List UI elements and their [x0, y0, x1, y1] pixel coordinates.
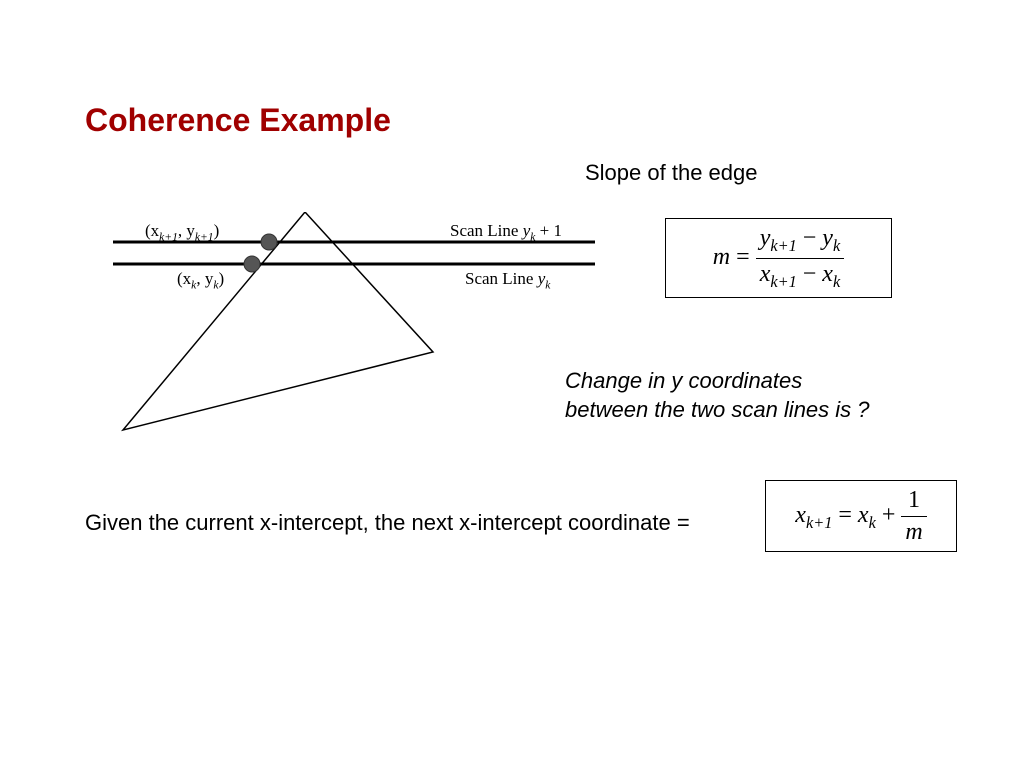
ptl-l: (x — [177, 269, 191, 288]
ptu-s1: k+1 — [159, 230, 178, 243]
int-plus: + — [876, 502, 902, 528]
slu-post: + 1 — [535, 221, 562, 240]
int-fraction: 1 m — [901, 487, 926, 546]
int-lhs-var: x — [795, 502, 806, 528]
den-sub2: k — [833, 271, 840, 290]
dot-lower — [244, 256, 260, 272]
num-sub1: k+1 — [770, 236, 796, 255]
change-caption: Change in y coordinates between the two … — [565, 367, 870, 424]
ptl-m: , y — [196, 269, 213, 288]
num-sub2: k — [833, 236, 840, 255]
scanline-diagram: (xk+1, yk+1) (xk, yk) Scan Line yk + 1 S… — [95, 212, 605, 437]
int-lhs-sub: k+1 — [806, 512, 832, 531]
ptu-s2: k+1 — [195, 230, 214, 243]
sll-pre: Scan Line — [465, 269, 538, 288]
num-minus: − — [797, 225, 823, 251]
point-label-upper: (xk+1, yk+1) — [145, 221, 219, 243]
ptu-e: ) — [214, 221, 220, 240]
int-num: 1 — [904, 487, 924, 516]
num-y2: y — [822, 225, 833, 251]
den-minus: − — [797, 261, 823, 287]
int-den: m — [905, 519, 922, 545]
diagram-svg — [95, 212, 605, 437]
slope-caption: Slope of the edge — [585, 160, 757, 186]
den-x1: x — [760, 261, 771, 287]
sll-sub: k — [545, 278, 550, 291]
slide-title: Coherence Example — [85, 102, 391, 139]
triangle — [123, 212, 433, 430]
slide-root: Coherence Example Slope of the edge m = … — [0, 0, 1024, 768]
slope-eq: = — [730, 244, 756, 270]
num-y1: y — [760, 225, 771, 251]
intercept-caption: Given the current x-intercept, the next … — [85, 510, 690, 536]
change-line1: Change in y coordinates — [565, 367, 870, 396]
point-label-lower: (xk, yk) — [177, 269, 224, 291]
scanline-label-upper: Scan Line yk + 1 — [450, 221, 562, 243]
slu-pre: Scan Line — [450, 221, 523, 240]
dot-upper — [261, 234, 277, 250]
ptl-e: ) — [218, 269, 224, 288]
den-sub1: k+1 — [770, 271, 796, 290]
int-eq: = — [832, 502, 858, 528]
slope-formula: m = yk+1 − yk xk+1 − xk — [665, 218, 892, 298]
int-rhs-var: x — [858, 502, 869, 528]
slope-lhs: m — [713, 244, 730, 270]
den-x2: x — [822, 261, 833, 287]
scanline-label-lower: Scan Line yk — [465, 269, 550, 291]
ptu-m: , y — [178, 221, 195, 240]
slope-fraction: yk+1 − yk xk+1 − xk — [756, 225, 845, 292]
intercept-formula: xk+1 = xk + 1 m — [765, 480, 957, 552]
change-line2: between the two scan lines is ? — [565, 396, 870, 425]
int-rhs-sub: k — [869, 512, 876, 531]
ptu-l: (x — [145, 221, 159, 240]
